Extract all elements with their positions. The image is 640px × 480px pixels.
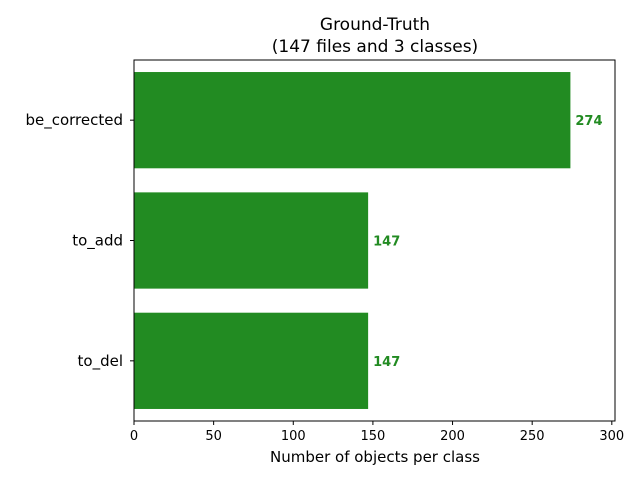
bar-to_del (134, 312, 369, 409)
x-tick-label: 150 (360, 429, 385, 444)
data-label-to_del: 147 (373, 355, 400, 370)
x-tick-label: 0 (130, 429, 138, 444)
x-tick-label: 200 (440, 429, 465, 444)
x-axis-label: Number of objects per class (270, 448, 480, 466)
y-tick-label-to_del: to_del (78, 352, 123, 371)
bar-to_add (134, 192, 369, 289)
x-tick-label: 100 (281, 429, 306, 444)
y-axis: be_corrected to_add to_del (25, 111, 134, 371)
x-tick-label: 250 (520, 429, 545, 444)
bar-be_corrected (134, 72, 571, 169)
plot-area: 274 147 147 (134, 72, 603, 409)
data-label-be_corrected: 274 (575, 114, 602, 129)
chart-title-line-1: Ground-Truth (320, 15, 430, 35)
x-tick-label: 300 (599, 429, 624, 444)
x-axis: 0 50 100 150 200 250 300 (130, 421, 624, 444)
data-label-to_add: 147 (373, 235, 400, 250)
y-tick-label-to_add: to_add (72, 232, 123, 251)
y-tick-label-be_corrected: be_corrected (25, 111, 123, 130)
x-tick-label: 50 (205, 429, 222, 444)
chart-title-line-2: (147 files and 3 classes) (272, 37, 478, 57)
